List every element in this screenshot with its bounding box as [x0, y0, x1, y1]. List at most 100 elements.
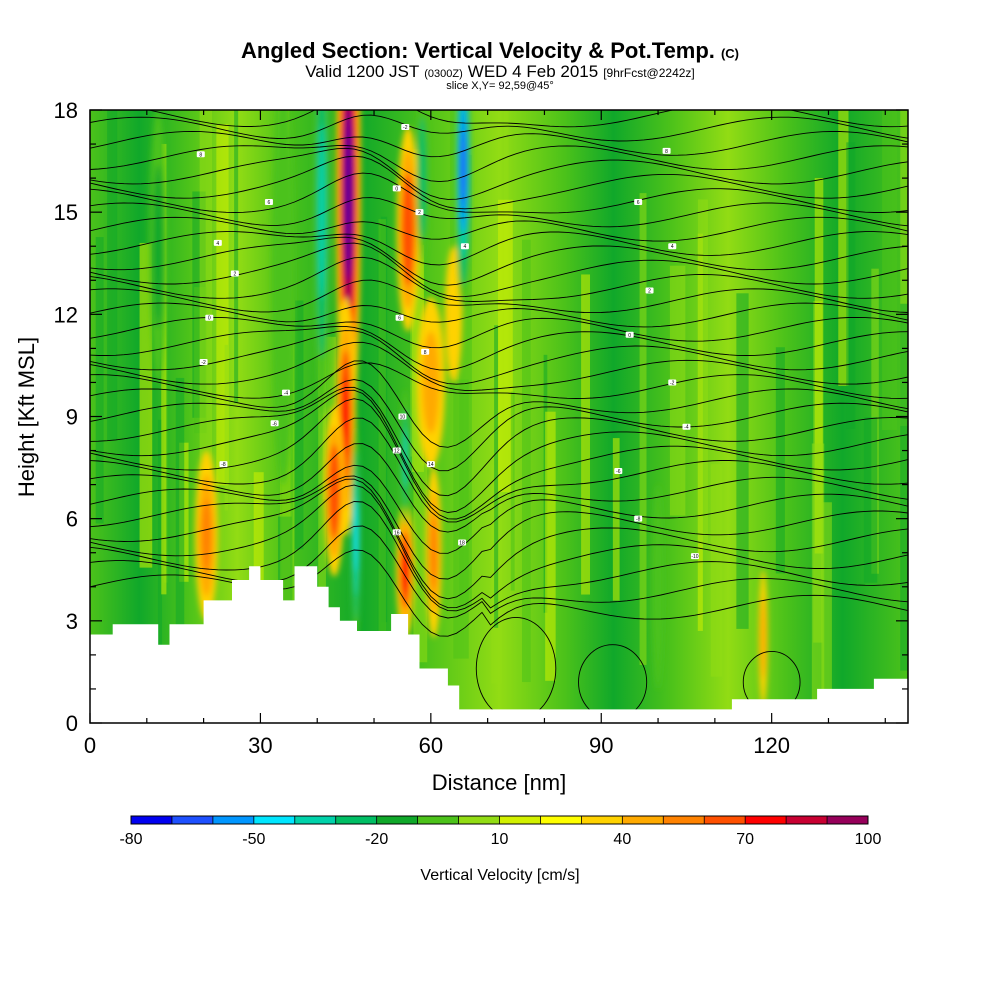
- colorbar-label: Vertical Velocity [cm/s]: [420, 867, 579, 884]
- isentrope: [90, 131, 908, 158]
- isentrope-label: 6: [395, 314, 404, 322]
- y-axis-label: Height [Kft MSL]: [14, 337, 39, 497]
- isentrope-label: -8: [634, 515, 643, 523]
- field-stripe: [581, 274, 591, 595]
- svg-text:2: 2: [648, 288, 651, 294]
- field-stripe: [161, 143, 167, 595]
- field-stripe: [846, 142, 856, 429]
- colorbar-swatch: [827, 816, 869, 824]
- svg-text:4: 4: [464, 244, 467, 250]
- isentrope: [90, 398, 908, 520]
- svg-text:18: 18: [459, 541, 465, 547]
- velocity-cell: [448, 273, 459, 356]
- velocity-cell: [201, 499, 212, 573]
- isentrope-label: 0: [392, 185, 401, 192]
- isentrope-label: 10: [398, 413, 407, 421]
- colorbar-tick-label: 100: [855, 831, 882, 848]
- isentrope-label: 4: [460, 243, 469, 250]
- isentrope: [90, 417, 908, 523]
- isentrope-label: 16: [392, 529, 401, 536]
- y-tick-label: 0: [66, 711, 78, 736]
- field-stripe: [318, 258, 326, 645]
- field-stripe: [157, 419, 163, 660]
- velocity-cell: [430, 516, 438, 590]
- svg-text:12: 12: [394, 449, 400, 455]
- velocity-cell: [354, 499, 358, 573]
- colorbar-swatch: [335, 816, 378, 824]
- svg-text:16: 16: [394, 530, 400, 536]
- isentrope: [90, 144, 908, 183]
- isentrope: [90, 360, 908, 448]
- isentrope: [90, 389, 908, 513]
- isentrope-label: 8: [421, 348, 430, 356]
- svg-text:0: 0: [628, 333, 631, 339]
- colorbar-tick-label: -80: [119, 831, 142, 848]
- colorbar-swatch: [212, 816, 255, 824]
- isentrope: [90, 501, 908, 612]
- isentrope-label: 18: [458, 539, 467, 547]
- isentrope-label: 2: [230, 270, 239, 277]
- velocity-cell: [318, 124, 326, 300]
- field-stripe: [669, 265, 686, 516]
- isentrope: [90, 464, 908, 554]
- svg-text:-10: -10: [691, 554, 698, 560]
- velocity-cell: [404, 195, 412, 264]
- svg-text:8: 8: [665, 149, 668, 155]
- svg-text:14: 14: [428, 462, 434, 468]
- colorbar-swatch: [131, 816, 173, 824]
- colorbar-swatch: [417, 816, 460, 824]
- field-stripe: [814, 177, 824, 554]
- isentrope: [146, 110, 908, 128]
- chart-subtitle-slice: slice X,Y= 92,59@45°: [446, 80, 554, 92]
- velocity-cell: [760, 596, 766, 679]
- y-tick-label: 15: [54, 200, 78, 225]
- svg-text:0: 0: [395, 186, 398, 192]
- isentrope-label: 0: [625, 331, 634, 339]
- velocity-cell: [402, 547, 409, 593]
- isentrope: [90, 443, 908, 533]
- isentrope-label: 2: [645, 287, 654, 294]
- isentrope-label: -10: [690, 553, 699, 560]
- svg-text:-6: -6: [616, 469, 621, 475]
- velocity-cell: [652, 484, 664, 689]
- colorbar-swatch: [622, 816, 664, 824]
- colorbar-swatch: [745, 816, 787, 824]
- isentrope-label: 8: [662, 147, 671, 155]
- svg-text:-2: -2: [670, 380, 675, 386]
- isentrope: [90, 302, 908, 328]
- colorbar: -80 -50 -20 10 40 70 100: [119, 815, 882, 848]
- colorbar-swatch: [458, 816, 500, 824]
- field-stripe: [175, 377, 185, 647]
- field-stripe: [838, 110, 849, 386]
- isentrope: [90, 216, 908, 242]
- field-stripe: [498, 199, 513, 493]
- colorbar-swatch: [540, 816, 582, 824]
- svg-text:-8: -8: [636, 517, 641, 523]
- isentrope-label: -6: [270, 420, 279, 427]
- colorbar-swatch: [499, 816, 541, 824]
- field-stripe: [107, 110, 118, 441]
- svg-text:2: 2: [233, 271, 236, 277]
- svg-text:2: 2: [418, 210, 421, 216]
- isentrope: [90, 279, 908, 314]
- isentrope: [90, 525, 908, 619]
- svg-text:0: 0: [208, 316, 211, 322]
- field-stripe: [253, 472, 264, 616]
- isentrope-label: 14: [426, 461, 435, 468]
- field-stripe: [413, 408, 428, 663]
- chart-title: Angled Section: Vertical Velocity & Pot.…: [241, 38, 739, 63]
- velocity-cell: [461, 128, 466, 207]
- isentrope: [90, 379, 908, 472]
- field-stripe: [545, 411, 556, 681]
- terrain: [90, 566, 908, 723]
- isentrope-label: -6: [614, 467, 623, 475]
- colorbar-tick-label: -20: [365, 831, 388, 848]
- plot-area: 8 6 4 2 0 -2 -4 -6 -8 -2 0 2 4 6 8 10 12 14 16 18 8 6 4 2 0 -2 -4 -…: [90, 110, 908, 723]
- field-stripe: [522, 239, 531, 683]
- isentrope-label: 6: [634, 198, 643, 206]
- field-stripe: [295, 300, 304, 550]
- colorbar-swatch: [376, 816, 419, 824]
- field-stripe: [710, 464, 723, 677]
- isentrope-label: -2: [199, 359, 208, 366]
